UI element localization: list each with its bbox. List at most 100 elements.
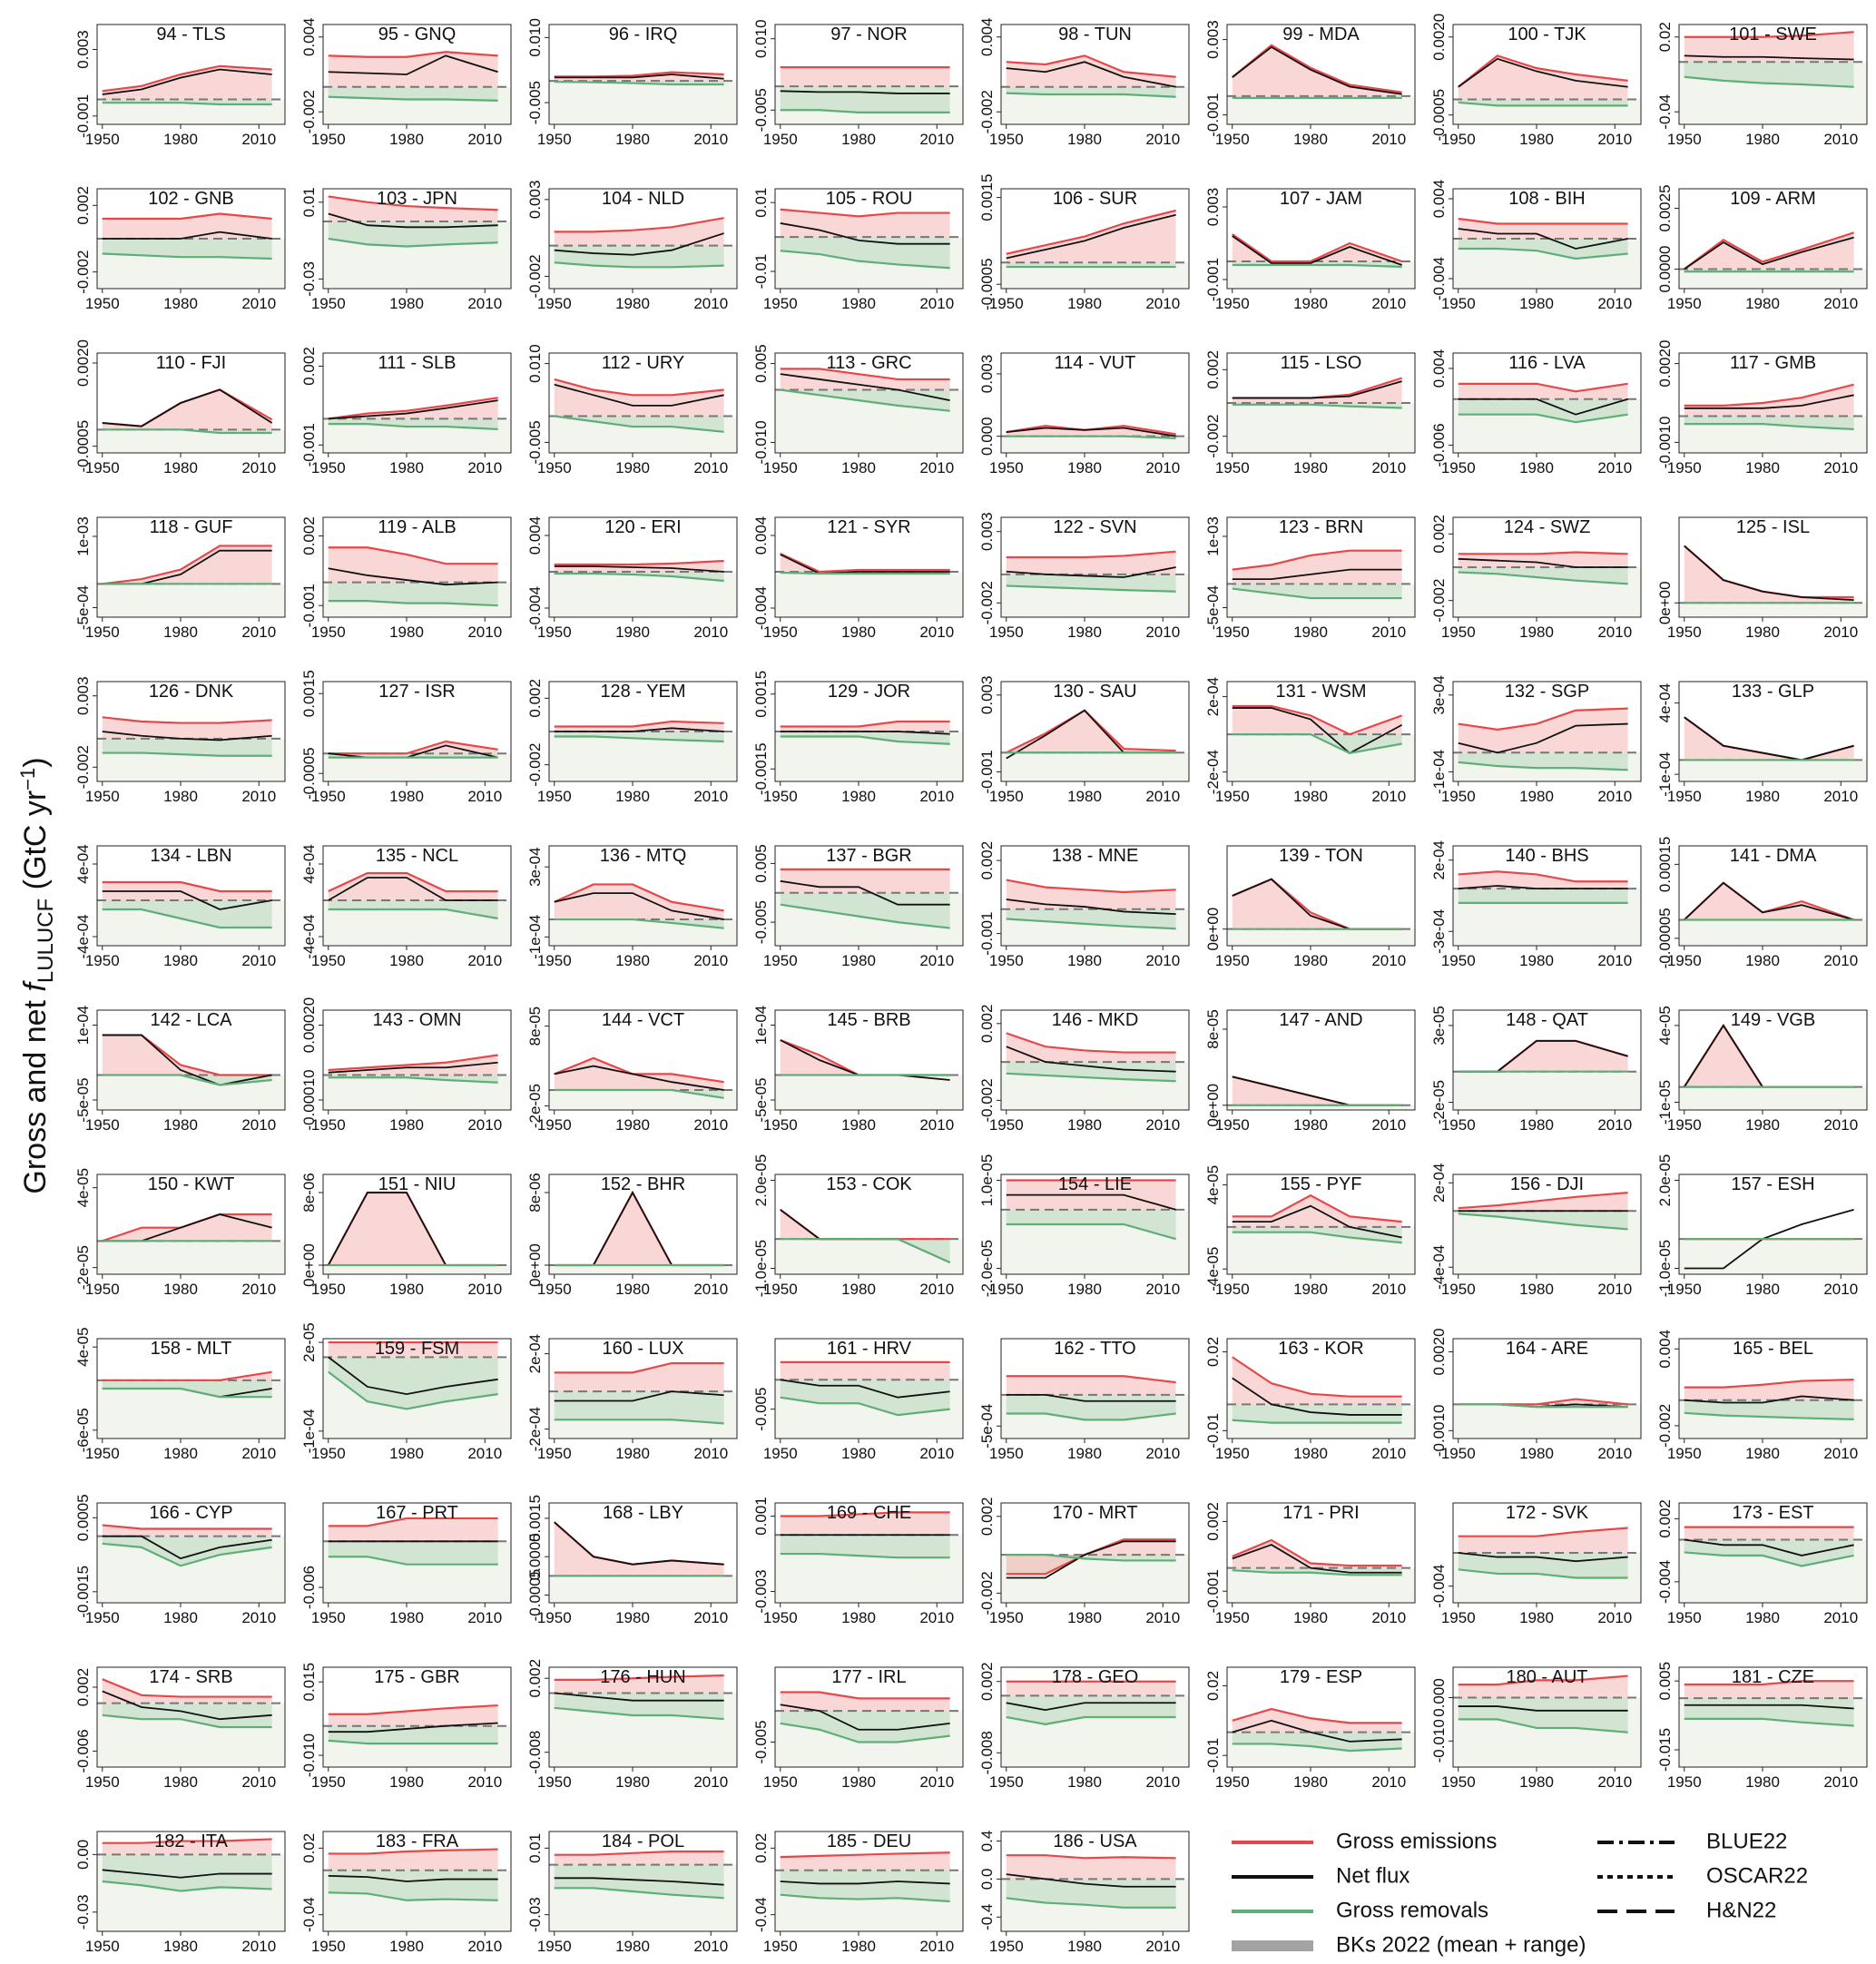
y-tick-label: -0.005 — [526, 81, 544, 124]
below-zero-shade — [775, 892, 963, 946]
series-line — [1458, 54, 1628, 88]
plot-frame — [774, 1502, 964, 1604]
x-tick-label: 1980 — [1067, 1773, 1102, 1791]
series-line — [1006, 550, 1176, 559]
panel-title: 119 - ALB — [378, 517, 456, 537]
x-tick-label: 1950 — [537, 1445, 572, 1462]
x-tick-label: 1980 — [841, 295, 876, 312]
plot-frame — [322, 516, 512, 618]
x-tick-label: 1950 — [311, 295, 346, 312]
x-tick-label: 1980 — [389, 788, 424, 805]
x-tick-label: 2010 — [1597, 1773, 1632, 1791]
plot-frame — [1678, 188, 1868, 290]
x-tick-label: 1950 — [989, 1281, 1024, 1298]
x-tick-label: 2010 — [241, 1609, 276, 1626]
panel-title: 140 - BHS — [1505, 846, 1588, 866]
below-zero-shade — [1679, 416, 1867, 453]
below-zero-shade — [1679, 603, 1867, 617]
series-line — [780, 368, 950, 381]
y-tick-label: 1e-04 — [752, 1006, 770, 1045]
y-tick-label: -0.00010 — [300, 1069, 318, 1130]
panel-title: 125 - ISL — [1736, 517, 1810, 537]
x-tick-label: 1980 — [1519, 952, 1554, 969]
x-tick-label: 1950 — [763, 459, 798, 476]
y-tick-label: -1e-04 — [1656, 752, 1674, 797]
series-area — [780, 368, 950, 390]
series-line — [780, 1851, 950, 1859]
x-tick-label: 1980 — [163, 788, 198, 805]
panel-title: 142 - LCA — [150, 1010, 232, 1030]
plot-frame — [774, 845, 964, 947]
series-line — [780, 879, 950, 906]
plot-frame — [1000, 1338, 1190, 1439]
y-tick-label: 0.0000 — [1656, 246, 1674, 293]
series-line — [554, 892, 724, 920]
panel: 161 - HRV -0.005 1950 1980 2010 — [752, 1338, 964, 1462]
panel-title: 181 - CZE — [1732, 1667, 1814, 1687]
plot-frame — [1000, 681, 1190, 782]
x-tick-label: 1980 — [1067, 952, 1102, 969]
y-tick-label: -1e-04 — [1430, 750, 1448, 794]
series-line — [1232, 568, 1402, 580]
below-zero-shade — [549, 919, 737, 946]
series-area — [102, 1854, 272, 1891]
panel-title: 137 - BGR — [826, 846, 911, 866]
series-line — [554, 720, 724, 728]
plot-frame — [1678, 352, 1868, 454]
series-area — [1684, 1527, 1854, 1540]
x-tick-label: 1950 — [1667, 459, 1702, 476]
below-zero-shade — [1001, 574, 1189, 617]
series-line — [328, 1556, 498, 1566]
x-tick-label: 1950 — [85, 1938, 120, 1955]
plot-frame — [548, 1502, 738, 1604]
series-area — [102, 1214, 272, 1242]
plot-frame — [1452, 352, 1642, 454]
series-area — [1232, 1404, 1402, 1423]
x-tick-label: 1980 — [1519, 131, 1554, 148]
y-tick-label: 0.004 — [1430, 349, 1448, 388]
below-zero-shade — [323, 1725, 511, 1767]
below-zero-shade — [549, 416, 737, 453]
series-area — [328, 547, 498, 583]
series-line — [1458, 1213, 1628, 1231]
x-tick-label: 2010 — [1145, 952, 1180, 969]
x-tick-label: 1950 — [1441, 1445, 1476, 1462]
plot-frame — [1678, 516, 1868, 618]
plot-frame — [322, 1666, 512, 1768]
series-line — [1458, 1527, 1628, 1537]
x-tick-label: 1980 — [1293, 1116, 1328, 1134]
below-zero-shade — [775, 389, 963, 453]
below-zero-shade — [1227, 928, 1415, 946]
series-line — [554, 727, 724, 732]
x-tick-label: 1980 — [1067, 131, 1102, 148]
x-tick-label: 1950 — [989, 624, 1024, 641]
y-tick-label: -0.001 — [978, 911, 996, 955]
x-tick-label: 1980 — [1293, 1609, 1328, 1626]
below-zero-shade — [549, 1693, 737, 1767]
series-area — [780, 209, 950, 238]
y-label-close: ) — [18, 757, 53, 767]
y-tick-label: 0.015 — [300, 1663, 318, 1702]
panel-title: 166 - CYP — [149, 1503, 232, 1523]
x-tick-label: 1980 — [389, 1281, 424, 1298]
y-tick-label: -0.0005 — [978, 258, 996, 310]
series-line — [1684, 1395, 1854, 1404]
series-line — [780, 250, 950, 270]
plot-frame — [1226, 1502, 1416, 1604]
panel: 114 - VUT 0.003 0.000 1950 1980 2010 — [978, 352, 1190, 476]
x-tick-label: 2010 — [1823, 131, 1858, 148]
y-tick-label: 0.0020 — [1656, 340, 1674, 388]
panel-title: 133 - GLP — [1732, 682, 1814, 702]
x-tick-label: 1980 — [1067, 788, 1102, 805]
x-tick-label: 1980 — [615, 1116, 650, 1134]
x-tick-label: 1950 — [1215, 1445, 1250, 1462]
series-area — [1458, 398, 1628, 423]
y-tick-label: -0.001 — [74, 94, 92, 138]
